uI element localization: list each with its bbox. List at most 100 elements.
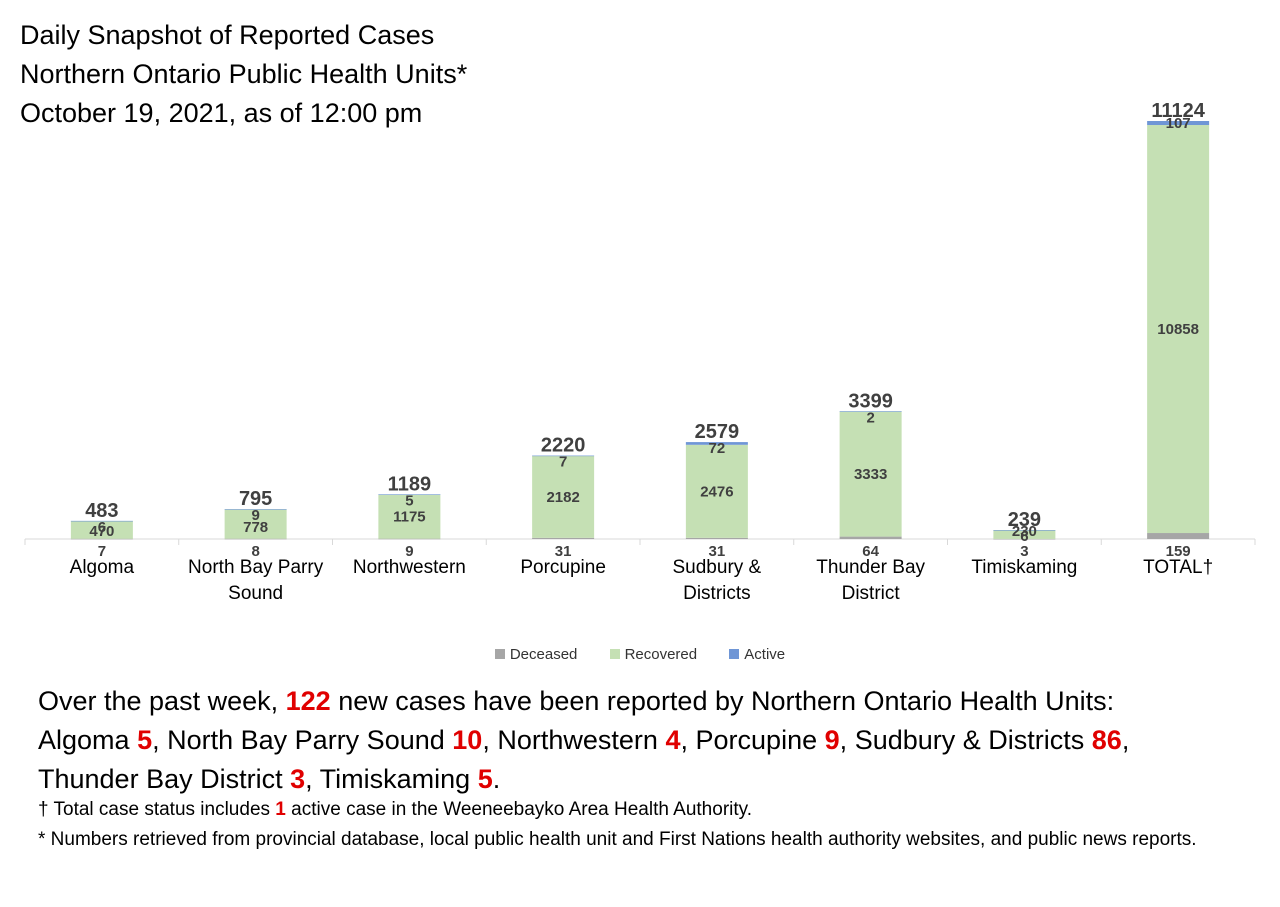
data-label-recovered: 2476 [700,483,733,500]
summary-item-name: Sudbury & Districts [854,725,1085,755]
x-tick-label: TOTAL† [1143,557,1213,578]
bar-deceased [993,538,1056,540]
bar-recovered [70,521,133,539]
x-tick-label: Thunder Bay [816,557,925,578]
summary-item-count: 5 [477,764,493,794]
summary-total-new: 122 [285,686,331,716]
summary-item-name: Thunder Bay District [38,764,283,794]
data-label-recovered: 778 [243,519,268,536]
summary-sep: , [680,725,688,755]
summary-item-name: Northwestern [497,725,658,755]
legend-swatch-deceased [494,649,505,659]
data-label-active: 6 [98,519,106,536]
x-tick-label: North Bay Parry [188,557,324,578]
bar-deceased [224,538,287,540]
data-label-total: 795 [239,488,272,510]
data-label-total: 2220 [541,435,586,457]
footnote-total-suffix: active case in the Weeneebayko Area Heal… [291,799,753,820]
data-label-active: 107 [1166,115,1191,132]
summary-lead: Over the past week, [38,686,279,716]
x-tick-label: Sound [228,583,283,604]
bar-recovered [378,494,441,539]
title-line-3: October 19, 2021, as of 12:00 pm [20,98,423,128]
summary-item-name: Porcupine [695,725,818,755]
data-label-deceased: 8 [251,543,259,560]
data-label-recovered: 10858 [1157,321,1199,338]
bar-deceased [378,538,441,540]
bar-active [224,509,287,510]
legend-swatch-recovered [609,649,620,659]
data-label-active: 2 [866,409,874,426]
summary-item-count: 10 [452,725,483,755]
data-label-active: 72 [709,440,726,457]
bar-active [532,455,595,457]
bar-recovered [1147,125,1210,534]
x-tick-label: Porcupine [520,557,606,578]
data-label-deceased: 64 [862,543,879,560]
data-label-recovered: 2182 [546,489,579,506]
summary-item-count: 3 [290,764,306,794]
data-label-deceased: 9 [405,543,413,560]
title-line-1: Daily Snapshot of Reported Cases [20,20,435,50]
summary-item-name: North Bay Parry Sound [167,725,445,755]
summary-item-count: 86 [1091,725,1122,755]
summary-sep: , [839,725,848,755]
footnote-total: † Total case status includes 1 active ca… [38,796,1268,824]
weekly-summary: Over the past week, 122 new cases have b… [38,682,1268,799]
bar-active [1147,121,1210,126]
x-tick-label: Sudbury & [673,557,762,578]
bar-active [993,530,1056,531]
footnote-sources: * Numbers retrieved from provincial data… [38,829,1197,850]
legend-label-deceased: Deceased [509,646,578,663]
legend-label-recovered: Recovered [624,646,698,663]
data-label-total: 11124 [1151,100,1205,122]
data-label-recovered: 1175 [393,509,426,526]
chart-title: Daily Snapshot of Reported Cases Norther… [20,16,467,133]
summary-sep: , [152,725,160,755]
data-label-deceased: 3 [1020,543,1028,560]
data-label-active: 7 [559,454,567,471]
x-tick-label: District [842,583,901,604]
bar-recovered [532,455,595,538]
summary-lead-after: new cases have been reported by Northern… [338,686,1115,716]
summary-item-count: 9 [824,725,840,755]
summary-item-count: 4 [665,725,681,755]
data-label-deceased: 159 [1166,543,1191,560]
data-label-total: 239 [1008,509,1041,531]
footnote-total-count: 1 [275,799,286,820]
data-label-recovered: 230 [1012,523,1037,540]
data-label-total: 3399 [848,390,893,412]
footnote-total-prefix: † Total case status includes [38,799,271,820]
data-label-deceased: 7 [98,543,106,560]
data-label-active: 9 [251,507,259,524]
title-line-2: Northern Ontario Public Health Units* [20,59,468,89]
data-label-active: 6 [1020,528,1028,545]
bar-recovered [685,444,748,538]
data-label-total: 483 [85,500,118,522]
data-label-deceased: 31 [709,543,726,560]
summary-item-name: Algoma [38,725,130,755]
bar-active [685,442,748,445]
bar-deceased [685,537,748,539]
bar-active [378,494,441,495]
data-label-total: 1189 [388,473,431,495]
summary-sep: . [492,764,501,794]
bar-deceased [70,538,133,540]
data-label-total: 2579 [695,421,740,443]
summary-item-name: Timiskaming [319,764,471,794]
legend-item-deceased: Deceased [494,646,578,663]
summary-sep: , [305,764,313,794]
bar-recovered [224,509,287,539]
data-label-recovered: 470 [89,523,114,540]
bar-recovered [839,411,902,537]
legend: Deceased Recovered Active [0,646,1280,663]
bar-deceased [839,536,902,539]
summary-sep: , [1121,725,1130,755]
bar-recovered [993,530,1056,539]
legend-item-recovered: Recovered [609,646,698,663]
legend-swatch-active [729,649,740,659]
x-tick-label: Algoma [70,557,135,578]
bar-active [839,411,902,412]
summary-item-count: 5 [137,725,153,755]
